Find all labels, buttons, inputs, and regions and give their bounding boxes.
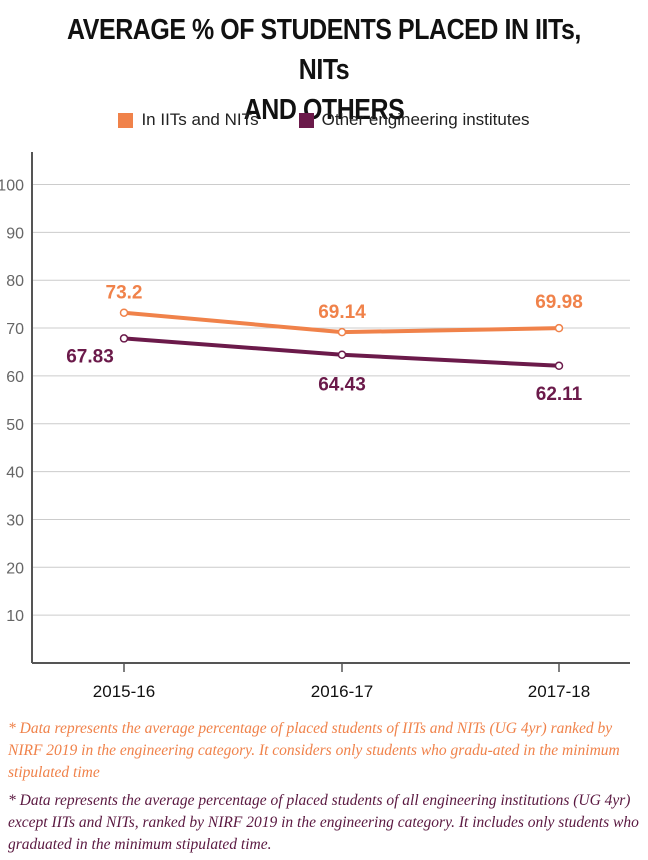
legend-item-others: Other engineering institutes [298, 110, 530, 130]
title-line-1: AVERAGE % OF STUDENTS PLACED IN IITs, NI… [67, 14, 581, 86]
y-tick-label: 40 [6, 465, 24, 482]
data-label: 69.14 [318, 302, 366, 323]
chart-title: AVERAGE % OF STUDENTS PLACED IN IITs, NI… [45, 10, 602, 130]
y-tick-label: 90 [6, 225, 24, 242]
x-tick-label: 2017-18 [528, 682, 590, 701]
y-tick-label: 50 [6, 417, 24, 434]
data-point [337, 350, 347, 359]
data-label: 73.2 [106, 283, 143, 304]
data-label: 69.98 [535, 292, 583, 313]
legend: In IITs and NITs Other engineering insti… [0, 110, 648, 130]
y-tick-label: 30 [6, 512, 24, 529]
y-tick-label: 80 [6, 273, 24, 290]
data-point [119, 334, 129, 343]
legend-item-iits: In IITs and NITs [118, 110, 259, 130]
title-line-2: AND OTHERS [243, 94, 405, 126]
legend-swatch-iits [118, 112, 134, 128]
y-tick-label: 100 [0, 178, 24, 195]
legend-label-others: Other engineering institutes [321, 110, 530, 129]
x-tick-label: 2016-17 [311, 682, 373, 701]
footnote-others: * Data represents the average percentage… [8, 792, 639, 853]
line-chart: 10 20 30 40 50 60 70 80 90 100 2015-16 2016-17 2017-… [0, 152, 630, 701]
data-label: 67.83 [66, 346, 114, 367]
data-label: 64.43 [318, 375, 366, 396]
data-point [119, 308, 129, 317]
data-point [554, 361, 564, 371]
legend-label-iits: In IITs and NITs [141, 110, 259, 129]
y-tick-label: 10 [6, 608, 24, 625]
footnote-iits: * Data represents the average percentage… [8, 720, 620, 781]
data-point [554, 323, 564, 333]
data-label: 62.11 [536, 384, 583, 405]
y-tick-label: 20 [6, 560, 24, 577]
data-point [337, 327, 347, 337]
legend-swatch-others [298, 112, 314, 128]
x-tick-label: 2015-16 [93, 682, 155, 701]
y-tick-label: 70 [6, 321, 24, 338]
y-tick-label: 60 [6, 369, 24, 386]
